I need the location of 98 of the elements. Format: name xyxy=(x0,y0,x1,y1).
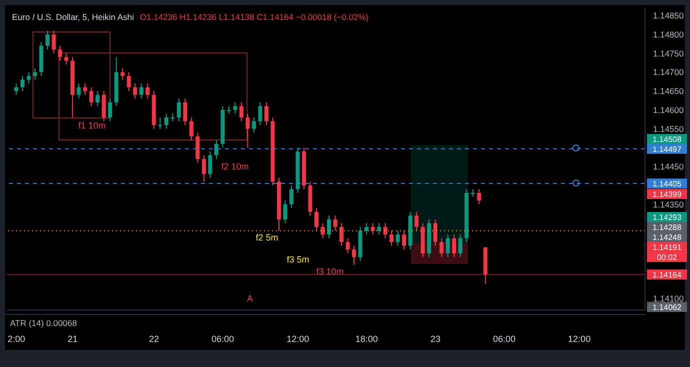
candlestick xyxy=(289,184,294,209)
text: 1.14293 xyxy=(652,213,682,222)
candlestick xyxy=(176,98,181,122)
x-tick-label: 12:00 xyxy=(286,334,310,344)
candlestick xyxy=(333,215,338,232)
candlestick xyxy=(52,30,56,54)
candlestick xyxy=(239,102,244,122)
x-tick-label: 21 xyxy=(68,334,78,344)
candlestick xyxy=(383,222,388,239)
candlestick xyxy=(377,222,382,235)
x-tick-label: 06:00 xyxy=(212,334,234,344)
candlestick xyxy=(208,150,212,178)
annotation: A xyxy=(246,294,254,304)
candlestick xyxy=(320,222,325,239)
x-tick-label: 22 xyxy=(148,334,159,344)
candlestick xyxy=(258,102,262,126)
annotation: f2 10m xyxy=(221,162,249,172)
y-tick-label: 1.14350 xyxy=(653,199,684,210)
candlestick xyxy=(477,188,482,205)
candlestick xyxy=(170,113,175,122)
candlestick xyxy=(108,98,112,122)
candlestick xyxy=(26,72,31,84)
candlestick xyxy=(246,113,250,148)
y-tick-label: 1.14850 xyxy=(653,10,684,21)
annotation: f2 5m xyxy=(256,232,278,242)
candlestick xyxy=(402,230,406,250)
candlestick xyxy=(252,116,256,134)
candlestick xyxy=(196,132,200,164)
candlestick xyxy=(146,83,150,100)
annotation: f3 10m xyxy=(316,266,344,276)
ref-line-label: 1.14497 xyxy=(652,144,682,154)
text: 1.14191 xyxy=(652,243,682,252)
candlestick xyxy=(120,68,125,80)
candlestick xyxy=(202,154,206,182)
candlestick xyxy=(183,98,188,126)
text: 1.14288 xyxy=(652,223,682,232)
y-tick-label: 1.14450 xyxy=(653,162,684,172)
candlestick xyxy=(46,30,50,50)
candlestick xyxy=(264,102,268,126)
text: 1.14062 xyxy=(652,303,682,312)
candlestick xyxy=(214,140,218,160)
candlestick xyxy=(327,215,331,239)
annotation: f3 5m xyxy=(286,254,310,264)
ref-line-label: 1.14405 xyxy=(652,180,682,189)
y-tick-label: 1.14800 xyxy=(653,29,684,40)
candlestick xyxy=(158,116,162,130)
candlestick xyxy=(139,83,144,100)
candlestick xyxy=(364,222,369,235)
candlestick xyxy=(76,83,81,100)
text: Euro / U.S. Dollar, 5, Heikin Ashi xyxy=(12,12,134,22)
text: 1.14399 xyxy=(652,190,682,199)
candlestick xyxy=(370,222,375,235)
candlestick xyxy=(133,83,138,100)
candlestick xyxy=(64,52,68,66)
candlestick xyxy=(96,90,100,107)
y-tick-label: 1.14100 xyxy=(653,294,684,304)
text: 00:02 xyxy=(656,253,678,262)
text: 1.14508 xyxy=(652,135,682,144)
candlestick xyxy=(89,86,94,107)
candlestick xyxy=(83,83,88,96)
x-tick-label: 18:00 xyxy=(355,334,378,344)
candlestick xyxy=(164,113,168,130)
y-tick-label: 1.14550 xyxy=(653,124,684,134)
candlestick xyxy=(58,45,62,62)
candlestick xyxy=(390,230,394,246)
candlestick xyxy=(283,200,288,224)
candlestick xyxy=(233,102,238,114)
x-tick-label: 23 xyxy=(430,334,440,344)
candlestick xyxy=(352,245,356,266)
candlestick xyxy=(446,234,450,258)
candlestick xyxy=(396,230,400,246)
text: 1.14248 xyxy=(652,233,682,242)
annotation: f1 10m xyxy=(78,120,106,130)
y-tick-label: 1.14650 xyxy=(653,86,684,96)
x-tick-label: 12:00 xyxy=(568,334,591,344)
candlestick xyxy=(14,83,18,96)
candlestick xyxy=(20,75,25,92)
candlestick xyxy=(346,238,350,254)
candlestick xyxy=(414,211,419,232)
candlestick xyxy=(452,234,456,258)
candlestick xyxy=(126,72,131,92)
x-tick-label: 2:00 xyxy=(8,334,26,344)
y-tick-label: 1.14700 xyxy=(653,67,684,78)
candlestick xyxy=(189,116,194,141)
candlestick xyxy=(470,188,475,198)
text: ATR (14) 0.00068 xyxy=(10,318,78,328)
y-tick-label: 1.14600 xyxy=(653,104,684,115)
candlestick xyxy=(433,218,438,246)
candlestick xyxy=(33,68,38,80)
candlestick xyxy=(340,222,344,246)
y-tick-label: 1.14750 xyxy=(653,48,684,58)
candlestick xyxy=(314,208,318,232)
candlestick xyxy=(102,90,106,122)
text: O1.14236 H1.14236 L1.14138 C1.14164 −0.00018 (−0.02%) xyxy=(140,12,369,22)
x-tick-label: 06:00 xyxy=(493,334,516,344)
candlestick xyxy=(458,234,462,258)
ref-line-label: 1.14164 xyxy=(652,270,682,280)
candlestick xyxy=(440,238,444,258)
